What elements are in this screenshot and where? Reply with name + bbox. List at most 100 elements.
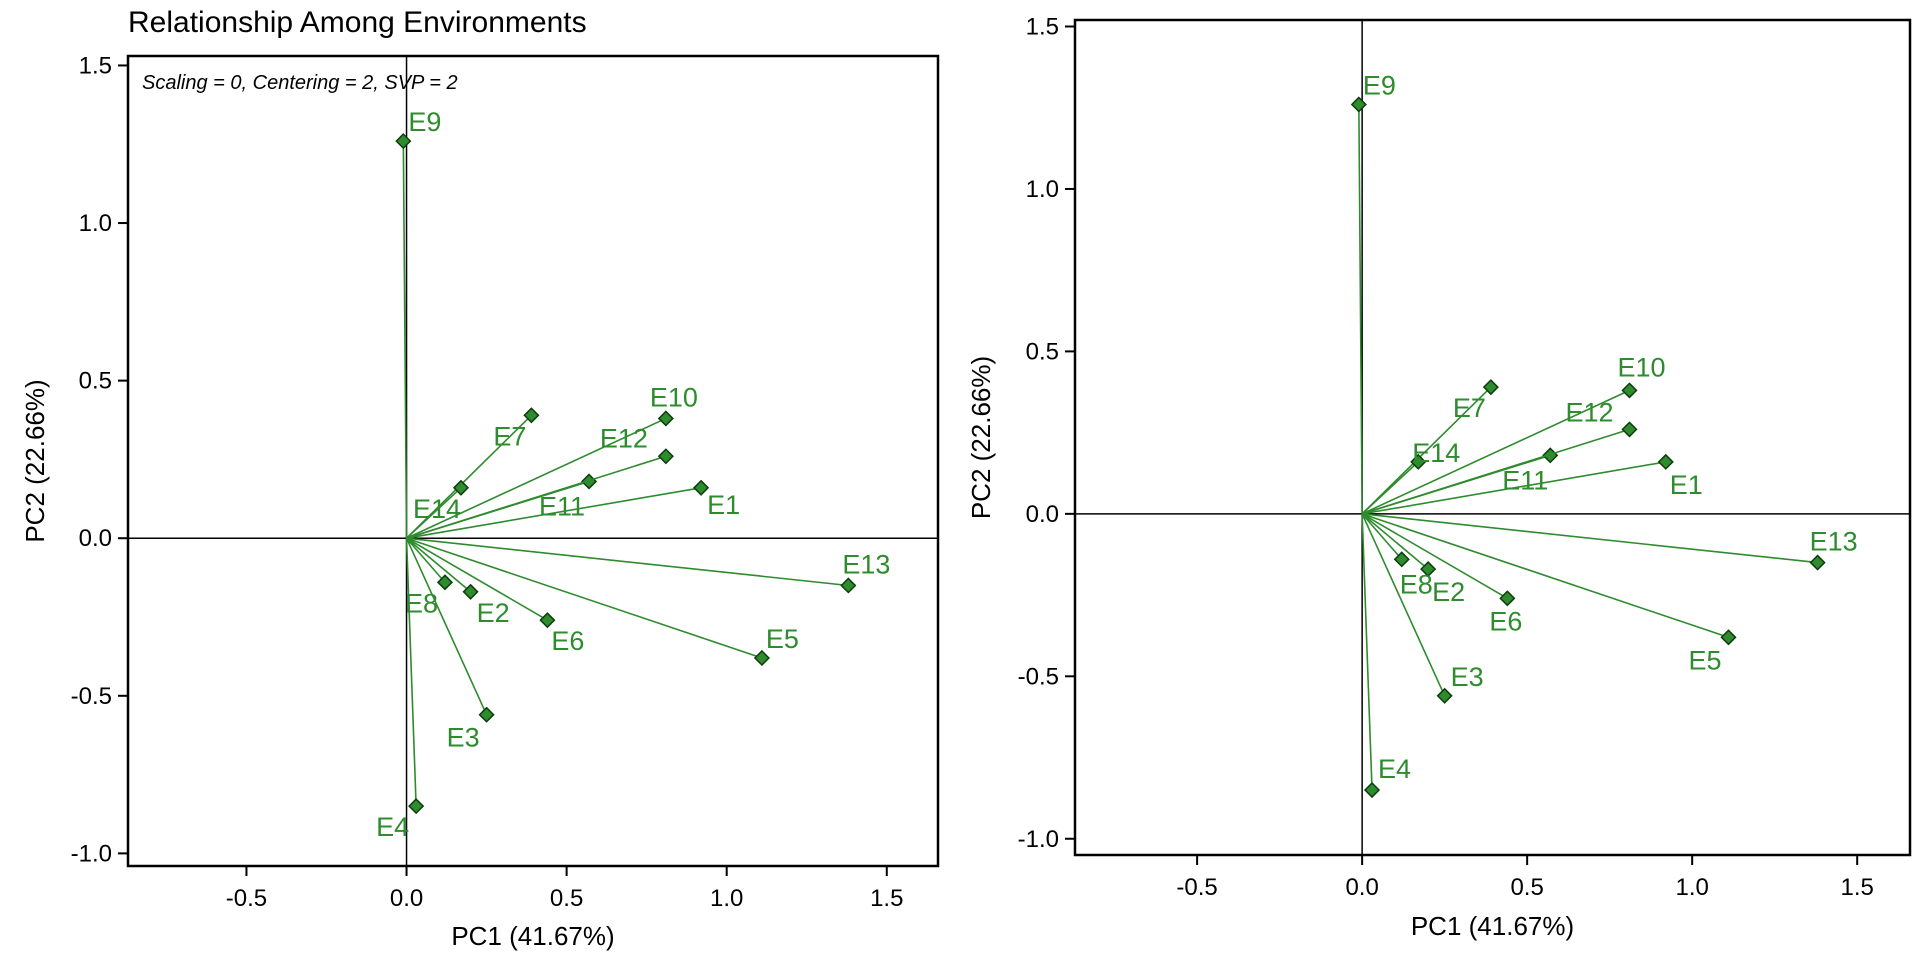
point-label-e2: E2 — [1432, 577, 1465, 607]
vector-e3 — [1361, 513, 1446, 697]
point-label-e6: E6 — [1489, 606, 1522, 636]
vector-e12 — [406, 455, 667, 539]
y-tick-label: 0.0 — [1026, 501, 1059, 528]
vector-e1 — [406, 487, 702, 540]
vector-e7 — [1361, 386, 1492, 515]
point-e13 — [1809, 554, 1826, 571]
y-tick-label: 1.0 — [79, 210, 112, 237]
plot-frame — [1073, 18, 1912, 857]
point-e9 — [1350, 96, 1367, 113]
y-tick-label: 1.0 — [1026, 176, 1059, 203]
vector-e1 — [1361, 461, 1666, 515]
point-e10 — [657, 410, 674, 427]
vector-e14 — [405, 487, 462, 539]
point-label-e11: E11 — [1502, 465, 1548, 495]
point-e9 — [395, 133, 412, 150]
biplot-panel-2: -0.5 0.0 0.5 1.0 1.5 -1.0 -0.5 0.0 0.5 1.0 1.5 PC1 … — [966, 13, 1912, 941]
x-tick-label: 0.0 — [390, 885, 423, 912]
point-e13 — [840, 577, 857, 594]
point-e14 — [452, 479, 470, 496]
point-label-e14: E14 — [1412, 438, 1460, 468]
y-tick-label: 0.5 — [1026, 338, 1059, 365]
point-e3 — [478, 706, 495, 723]
vector-e8 — [405, 537, 446, 583]
point-e3 — [1436, 687, 1453, 704]
point-label-e10: E10 — [1617, 352, 1665, 382]
point-e1 — [1657, 453, 1674, 470]
point-label-e6: E6 — [551, 626, 584, 656]
x-tick-label: 0.0 — [1345, 874, 1378, 901]
biplot-panel-1: -0.5 0.0 0.5 1.0 1.5 -1.0 -0.5 0.0 0.5 1.0 1.5 PC1 … — [20, 6, 940, 951]
vector-e12 — [1361, 428, 1630, 515]
point-label-e8: E8 — [1400, 569, 1433, 599]
point-label-e7: E7 — [493, 421, 526, 451]
point-e8 — [1393, 551, 1410, 568]
y-axis-label: PC2 (22.66%) — [966, 356, 996, 519]
x-tick-label: -0.5 — [226, 885, 267, 912]
vector-e10 — [1361, 389, 1630, 515]
chart-title: Relationship Among Environments — [128, 6, 587, 39]
point-label-e12: E12 — [1565, 397, 1613, 427]
vector-e4 — [1361, 513, 1373, 791]
point-label-e4: E4 — [1378, 754, 1411, 784]
vector-e14 — [1361, 461, 1419, 515]
point-label-e9: E9 — [408, 107, 441, 137]
vector-e13 — [406, 537, 849, 587]
point-label-e3: E3 — [447, 723, 480, 753]
point-label-e2: E2 — [477, 598, 510, 628]
point-label-e4: E4 — [376, 812, 409, 842]
point-e6 — [1499, 590, 1516, 607]
point-e7 — [523, 407, 540, 424]
y-tick-label: -1.0 — [1018, 826, 1059, 853]
point-e5 — [753, 649, 770, 667]
point-label-e13: E13 — [842, 549, 890, 579]
point-label-e13: E13 — [1810, 527, 1858, 557]
vector-e6 — [1361, 513, 1508, 600]
point-label-e10: E10 — [650, 382, 698, 412]
point-e2 — [462, 583, 479, 600]
point-label-e5: E5 — [766, 624, 799, 654]
y-tick-label: 1.5 — [79, 52, 112, 79]
y-tick-label: 0.0 — [79, 525, 112, 552]
x-axis-label: PC1 (41.67%) — [451, 921, 614, 951]
vector-e9 — [1358, 104, 1363, 514]
point-label-e1: E1 — [1670, 470, 1703, 500]
vector-e4 — [405, 538, 417, 807]
point-label-e11: E11 — [539, 491, 585, 521]
vector-e5 — [406, 537, 763, 659]
vector-e10 — [406, 417, 667, 539]
x-tick-label: 1.0 — [1675, 874, 1708, 901]
vector-e2 — [1361, 513, 1429, 570]
point-e14 — [1410, 453, 1427, 470]
vector-e9 — [402, 141, 408, 539]
point-label-e14: E14 — [413, 494, 461, 524]
point-e4 — [1363, 781, 1381, 799]
y-tick-label: 0.5 — [79, 368, 112, 395]
vector-e13 — [1362, 513, 1818, 564]
point-label-e7: E7 — [1453, 393, 1486, 423]
point-label-e9: E9 — [1363, 70, 1396, 100]
point-e12 — [657, 448, 674, 465]
point-label-e12: E12 — [600, 423, 648, 453]
point-e10 — [1621, 382, 1638, 399]
point-label-e3: E3 — [1451, 662, 1484, 692]
point-label-e1: E1 — [707, 490, 740, 520]
y-axis-label: PC2 (22.66%) — [20, 379, 50, 542]
point-e6 — [539, 612, 556, 629]
vector-e2 — [406, 537, 472, 593]
x-tick-label: 0.5 — [550, 885, 583, 912]
chart-subtitle: Scaling = 0, Centering = 2, SVP = 2 — [142, 72, 458, 94]
point-e1 — [693, 479, 710, 496]
point-e8 — [436, 574, 454, 591]
vector-e8 — [1361, 513, 1403, 560]
point-e12 — [1621, 421, 1638, 438]
vector-e5 — [1361, 513, 1729, 639]
y-tick-label: 1.5 — [1026, 13, 1059, 40]
x-axis-label: PC1 (41.67%) — [1411, 911, 1574, 941]
vector-e7 — [405, 414, 532, 539]
vector-e6 — [406, 537, 548, 621]
point-e5 — [1720, 629, 1737, 646]
x-tick-label: 0.5 — [1510, 874, 1543, 901]
plot-frame — [126, 54, 940, 868]
